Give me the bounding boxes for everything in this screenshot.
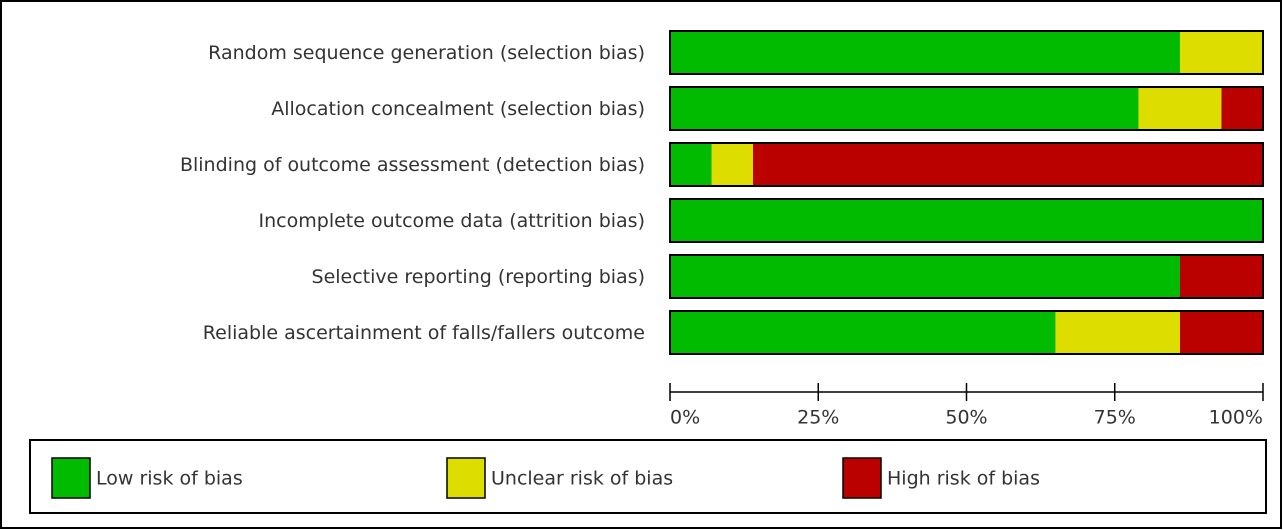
legend-label: Unclear risk of bias [491,468,673,490]
legend-swatch [842,457,882,499]
bar-outline [669,254,1264,299]
bar-segment [1179,255,1263,298]
x-tick-label: 0% [670,407,700,429]
bar-segment [670,87,1139,130]
category-label: Reliable ascertainment of falls/fallers … [203,322,645,344]
bar-segment [711,143,754,186]
legend-label: Low risk of bias [96,468,243,490]
bar-segment [1055,311,1180,354]
bar-segment [670,311,1056,354]
category-label: Allocation concealment (selection bias) [271,98,645,120]
bar-segment [1179,311,1263,354]
bar-segment [1221,87,1263,130]
bar-segment [1138,87,1222,130]
bar-segment [670,255,1180,298]
bar-segment [1179,31,1263,74]
bar-segment [753,143,1263,186]
bar-segment [670,199,1263,242]
category-label: Incomplete outcome data (attrition bias) [259,210,645,232]
bar-segment [670,143,712,186]
bar-outline [669,86,1264,131]
bar-outline [669,30,1264,75]
legend-label: High risk of bias [887,468,1040,490]
category-label: Blinding of outcome assessment (detectio… [180,154,645,176]
category-label: Random sequence generation (selection bi… [208,42,645,64]
legend-swatch [446,457,486,499]
bar-outline [669,142,1264,187]
category-label: Selective reporting (reporting bias) [312,266,645,288]
bar-segment [670,31,1180,74]
legend-swatch [51,457,91,499]
bar-outline [669,310,1264,355]
x-tick-label: 50% [945,407,987,429]
legend-box [29,439,1267,514]
x-tick-label: 25% [797,407,839,429]
x-tick-label: 100% [1209,407,1263,429]
x-tick-label: 75% [1094,407,1136,429]
bar-outline [669,198,1264,243]
